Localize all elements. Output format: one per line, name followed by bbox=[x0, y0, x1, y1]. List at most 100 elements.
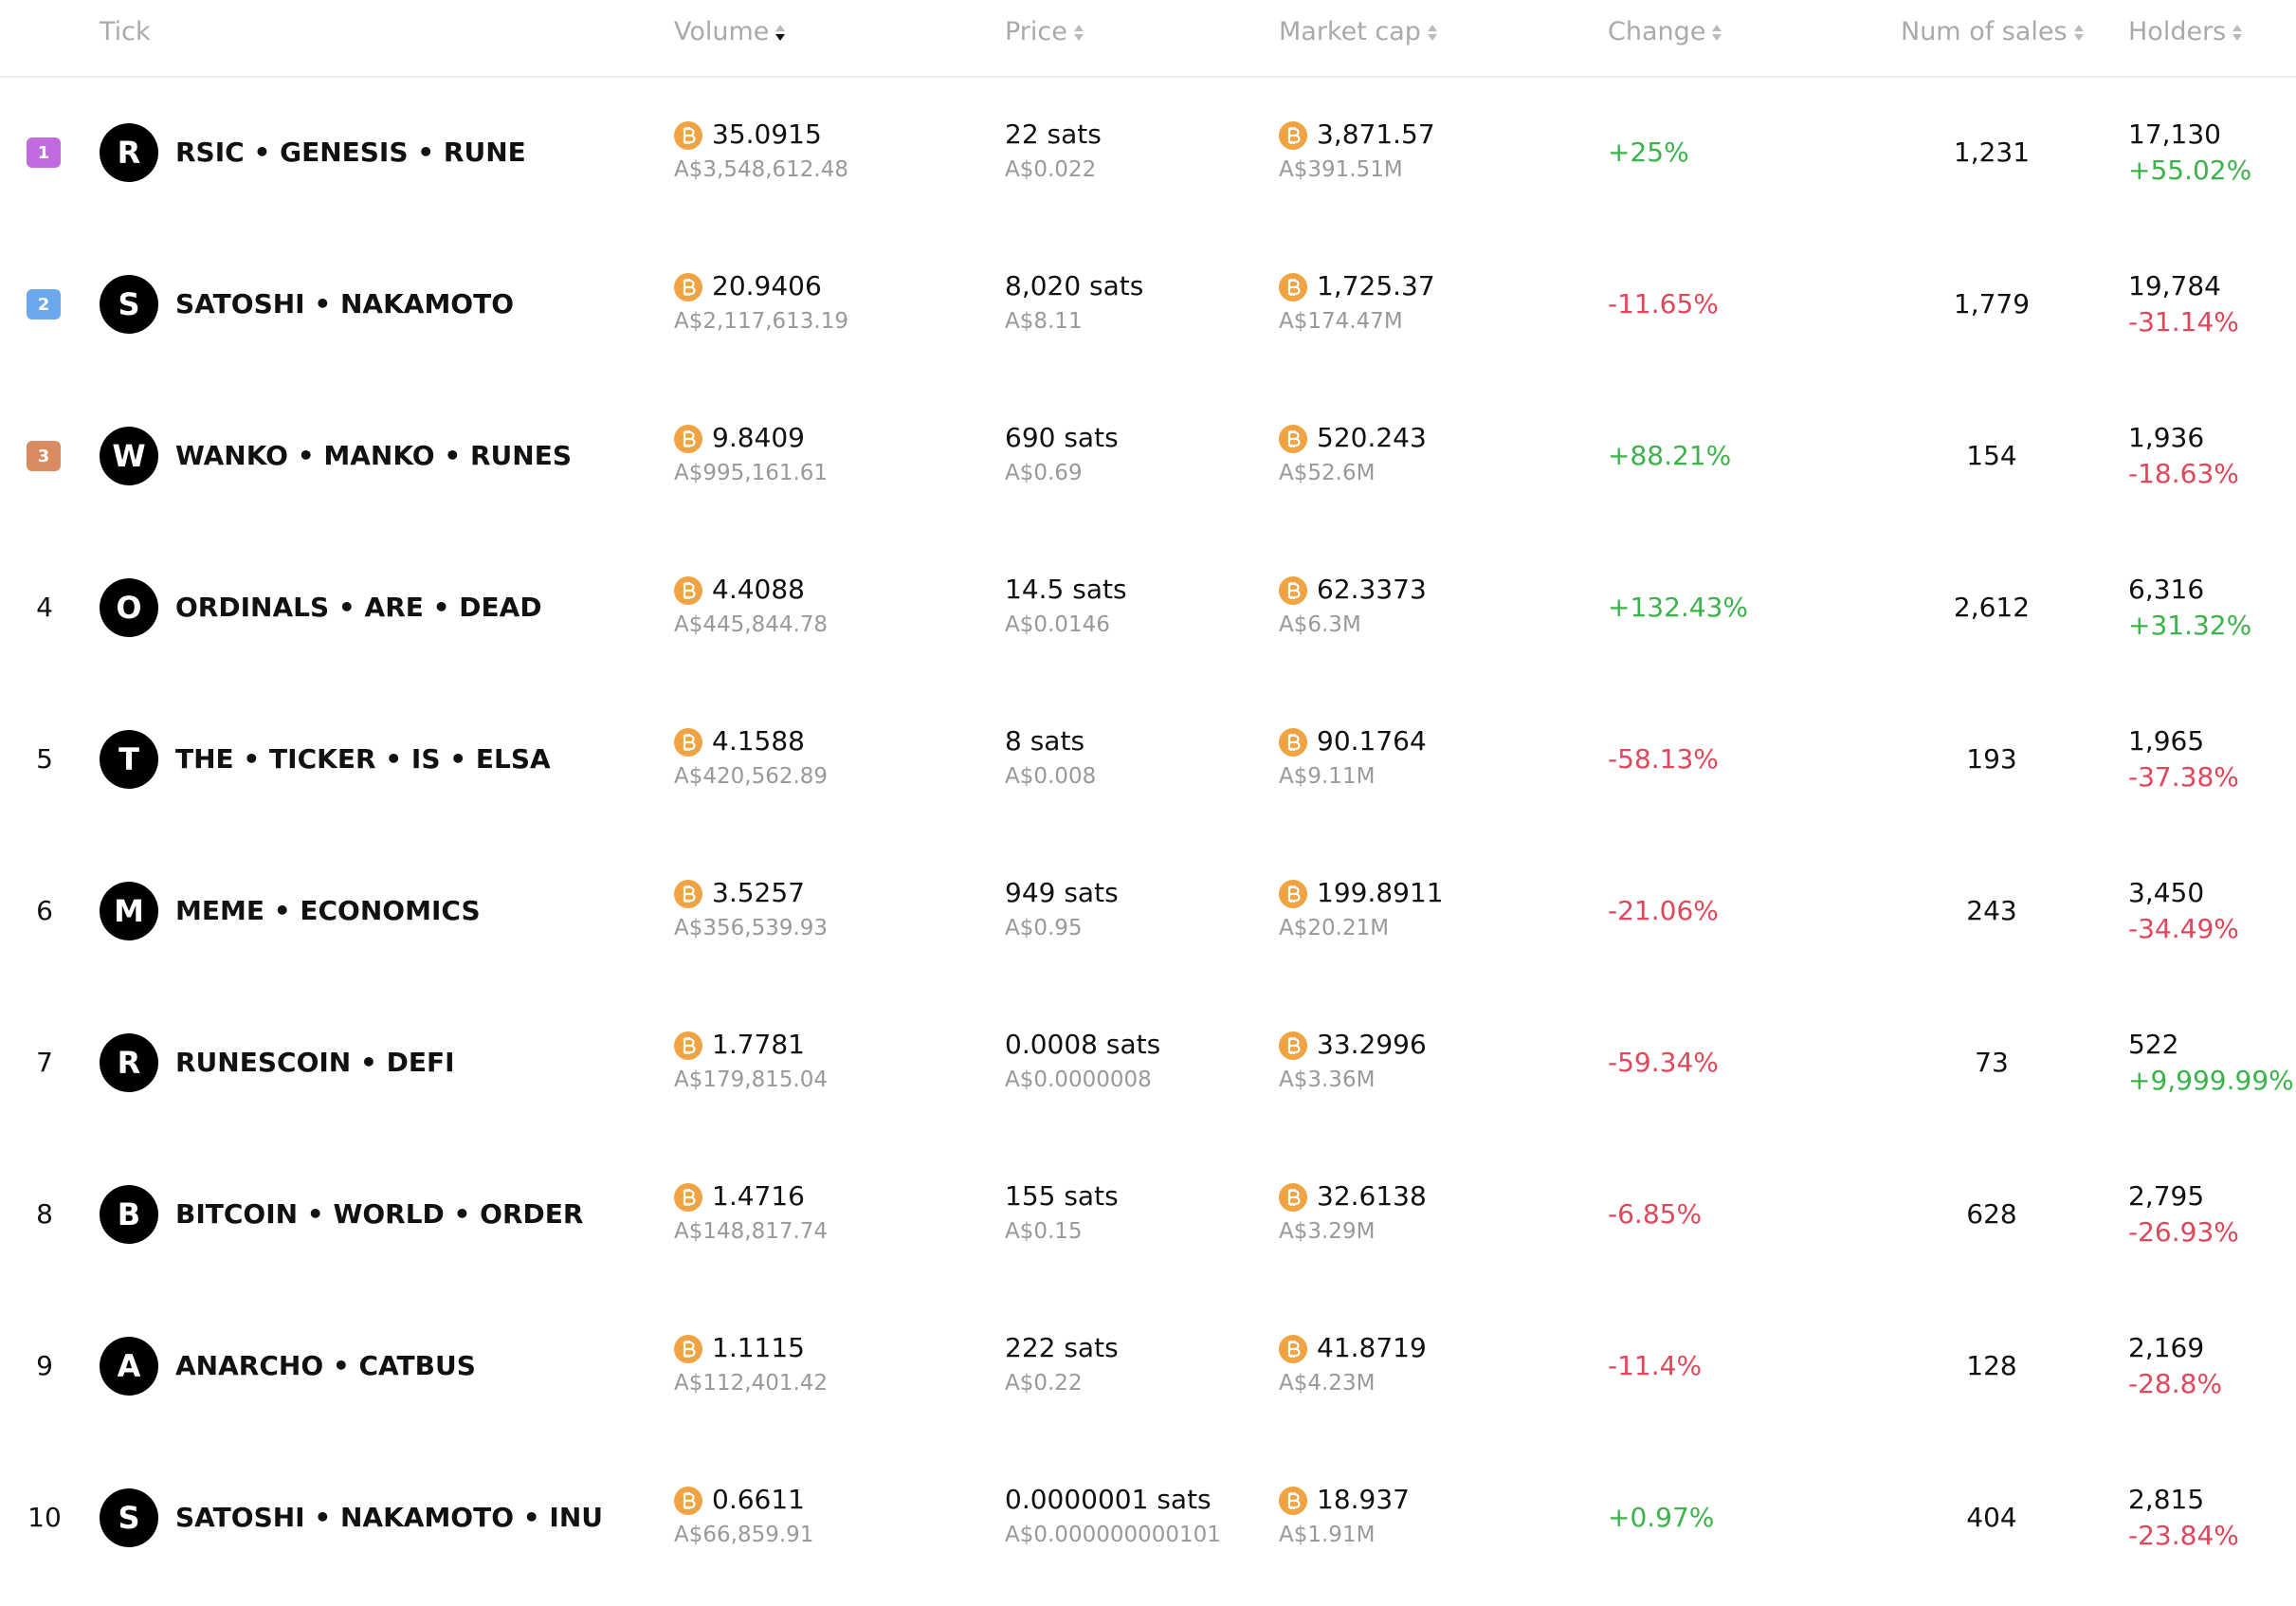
holders: 2,169 bbox=[2128, 1332, 2205, 1363]
btc-icon bbox=[674, 1031, 702, 1060]
volume-fiat: A$3,548,612.48 bbox=[674, 157, 848, 182]
rank: 10 bbox=[27, 1502, 62, 1533]
rank: 7 bbox=[36, 1047, 53, 1078]
column-header[interactable]: Market cap bbox=[1279, 17, 1438, 46]
market-cap-fiat: A$1.91M bbox=[1279, 1523, 1376, 1547]
market-cap-btc: 32.6138 bbox=[1317, 1180, 1427, 1212]
avatar: S bbox=[100, 275, 158, 334]
change: -59.34% bbox=[1608, 1047, 1719, 1078]
sort-icon[interactable] bbox=[2073, 23, 2085, 44]
avatar: T bbox=[100, 730, 158, 789]
avatar: W bbox=[100, 427, 158, 485]
market-cap-fiat: A$6.3M bbox=[1279, 612, 1361, 637]
tick-name[interactable]: ORDINALS • ARE • DEAD bbox=[175, 592, 542, 623]
holders-change: -31.14% bbox=[2128, 306, 2239, 338]
tick-name[interactable]: WANKO • MANKO • RUNES bbox=[175, 440, 572, 471]
column-header[interactable]: Num of sales bbox=[1901, 17, 2085, 46]
market-cap-fiat: A$9.11M bbox=[1279, 764, 1376, 789]
header-label: Tick bbox=[100, 17, 151, 46]
tick-name[interactable]: SATOSHI • NAKAMOTO bbox=[175, 288, 515, 319]
volume-fiat: A$2,117,613.19 bbox=[674, 309, 848, 334]
btc-icon bbox=[1279, 728, 1307, 757]
btc-icon bbox=[674, 1487, 702, 1515]
avatar: S bbox=[100, 1488, 158, 1547]
column-header[interactable]: Price bbox=[1005, 17, 1084, 46]
header-label: Num of sales bbox=[1901, 17, 2068, 46]
tick-name[interactable]: ANARCHO • CATBUS bbox=[175, 1350, 476, 1381]
tick-name[interactable]: MEME • ECONOMICS bbox=[175, 895, 481, 926]
tick-name[interactable]: RSIC • GENESIS • RUNE bbox=[175, 137, 526, 168]
sort-icon[interactable] bbox=[2232, 23, 2243, 44]
market-cap-btc: 3,871.57 bbox=[1317, 119, 1435, 150]
column-header[interactable]: Holders bbox=[2128, 17, 2243, 46]
holders: 1,965 bbox=[2128, 725, 2205, 757]
holders: 19,784 bbox=[2128, 270, 2221, 301]
volume-btc: 20.9406 bbox=[712, 270, 822, 301]
column-header[interactable]: Volume bbox=[674, 17, 786, 46]
volume-fiat: A$356,539.93 bbox=[674, 916, 829, 940]
price: 8,020 sats bbox=[1005, 270, 1144, 301]
volume-btc: 0.6611 bbox=[712, 1484, 805, 1515]
volume-fiat: A$179,815.04 bbox=[674, 1068, 829, 1092]
column-header: Tick bbox=[100, 17, 151, 46]
btc-icon bbox=[674, 1335, 702, 1363]
btc-icon bbox=[674, 273, 702, 301]
price: 690 sats bbox=[1005, 422, 1119, 453]
change: +88.21% bbox=[1608, 440, 1732, 471]
market-cap-btc: 199.8911 bbox=[1317, 877, 1444, 908]
avatar: A bbox=[100, 1337, 158, 1396]
sort-icon[interactable] bbox=[1427, 23, 1438, 44]
rank: 4 bbox=[36, 592, 53, 623]
btc-icon bbox=[674, 880, 702, 908]
market-cap-btc: 62.3373 bbox=[1317, 574, 1427, 605]
volume-btc: 35.0915 bbox=[712, 119, 822, 150]
price: 949 sats bbox=[1005, 877, 1119, 908]
holders: 1,936 bbox=[2128, 422, 2205, 453]
change: -6.85% bbox=[1608, 1198, 1703, 1230]
price: 22 sats bbox=[1005, 119, 1102, 150]
btc-icon bbox=[1279, 1031, 1307, 1060]
market-cap-btc: 41.8719 bbox=[1317, 1332, 1427, 1363]
price-fiat: A$0.69 bbox=[1005, 461, 1083, 485]
market-cap-btc: 33.2996 bbox=[1317, 1029, 1427, 1060]
market-cap-btc: 520.243 bbox=[1317, 422, 1427, 453]
rank: 6 bbox=[36, 895, 53, 926]
volume-fiat: A$445,844.78 bbox=[674, 612, 829, 637]
column-header[interactable]: Change bbox=[1608, 17, 1722, 46]
holders: 2,815 bbox=[2128, 1484, 2205, 1515]
price: 14.5 sats bbox=[1005, 574, 1127, 605]
btc-icon bbox=[1279, 576, 1307, 605]
tick-name[interactable]: RUNESCOIN • DEFI bbox=[175, 1047, 455, 1078]
holders-change: +9,999.99% bbox=[2128, 1065, 2294, 1096]
btc-icon bbox=[674, 728, 702, 757]
tick-name[interactable]: SATOSHI • NAKAMOTO • INU bbox=[175, 1502, 603, 1533]
market-cap-fiat: A$52.6M bbox=[1279, 461, 1376, 485]
holders-change: +55.02% bbox=[2128, 155, 2252, 186]
rank-badge: 3 bbox=[27, 441, 61, 471]
rank: 8 bbox=[36, 1198, 53, 1230]
num-sales: 2,612 bbox=[1953, 592, 2031, 623]
holders-change: +31.32% bbox=[2128, 610, 2252, 641]
num-sales: 1,231 bbox=[1953, 137, 2031, 168]
sort-icon[interactable] bbox=[1073, 23, 1084, 44]
sort-icon[interactable] bbox=[774, 23, 786, 44]
avatar: R bbox=[100, 123, 158, 182]
tick-name[interactable]: BITCOIN • WORLD • ORDER bbox=[175, 1198, 584, 1230]
change: -21.06% bbox=[1608, 895, 1719, 926]
volume-btc: 4.4088 bbox=[712, 574, 805, 605]
num-sales: 243 bbox=[1966, 895, 2017, 926]
tick-name[interactable]: THE • TICKER • IS • ELSA bbox=[175, 743, 551, 775]
volume-fiat: A$66,859.91 bbox=[674, 1523, 814, 1547]
holders: 17,130 bbox=[2128, 119, 2221, 150]
sort-icon[interactable] bbox=[1711, 23, 1722, 44]
price: 222 sats bbox=[1005, 1332, 1119, 1363]
market-cap-fiat: A$20.21M bbox=[1279, 916, 1390, 940]
volume-btc: 3.5257 bbox=[712, 877, 805, 908]
holders-change: -23.84% bbox=[2128, 1520, 2239, 1551]
rank: 5 bbox=[36, 743, 53, 775]
holders: 522 bbox=[2128, 1029, 2179, 1060]
change: -11.4% bbox=[1608, 1350, 1703, 1381]
num-sales: 128 bbox=[1966, 1350, 2017, 1381]
volume-btc: 9.8409 bbox=[712, 422, 805, 453]
